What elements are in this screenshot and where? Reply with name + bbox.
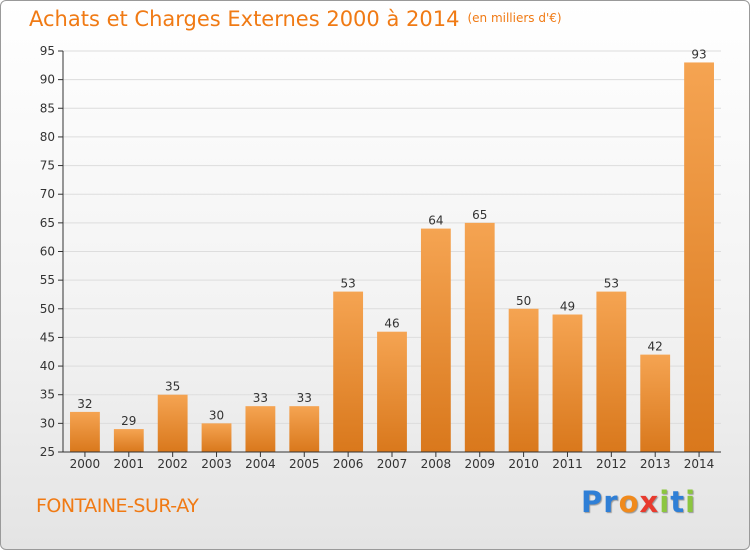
- data-label: 30: [209, 408, 224, 422]
- logo-letter: P: [581, 485, 604, 519]
- y-tick-label: 80: [40, 130, 55, 144]
- y-tick-label: 90: [40, 73, 55, 87]
- x-tick-label: 2001: [114, 457, 145, 471]
- data-label: 32: [77, 397, 92, 411]
- bar: [464, 222, 495, 452]
- data-label: 33: [253, 391, 268, 405]
- bar: [508, 308, 539, 452]
- data-label: 53: [340, 277, 355, 291]
- data-label: 64: [428, 214, 443, 228]
- logo-letter: i: [685, 485, 697, 519]
- logo-letter: o: [618, 485, 640, 519]
- data-label: 42: [648, 340, 663, 354]
- y-tick-label: 85: [40, 101, 55, 115]
- bar: [377, 331, 407, 452]
- bar: [201, 423, 232, 452]
- data-label: 65: [472, 208, 487, 222]
- data-label: 53: [604, 277, 619, 291]
- proxiti-logo: Proxiti: [581, 485, 696, 519]
- bar: [70, 411, 100, 452]
- x-tick-label: 2004: [245, 457, 276, 471]
- y-tick-label: 25: [40, 445, 55, 459]
- logo-letter: i: [659, 485, 671, 519]
- logo-letter: x: [639, 485, 660, 519]
- bar: [552, 314, 583, 452]
- bar: [113, 429, 144, 452]
- y-tick-label: 60: [40, 245, 55, 259]
- x-tick-label: 2003: [201, 457, 232, 471]
- bar: [640, 354, 671, 452]
- bar: [333, 291, 364, 452]
- bar: [596, 291, 627, 452]
- data-label: 33: [297, 391, 312, 405]
- x-tick-label: 2014: [684, 457, 715, 471]
- y-tick-label: 40: [40, 359, 55, 373]
- y-tick-label: 95: [40, 44, 55, 58]
- bar: [420, 228, 451, 452]
- x-tick-label: 2012: [596, 457, 627, 471]
- x-tick-label: 2000: [70, 457, 101, 471]
- bars: 32 29 35 30 33 33 53 46 64 65 50 49 53 42 93: [70, 47, 714, 452]
- data-label: 49: [560, 300, 575, 314]
- data-label: 29: [121, 414, 136, 428]
- logo-letter: t: [670, 485, 686, 519]
- x-tick-label: 2009: [464, 457, 495, 471]
- x-tick-label: 2008: [421, 457, 452, 471]
- y-tick-label: 70: [40, 187, 55, 201]
- data-label: 35: [165, 380, 180, 394]
- x-tick-label: 2006: [333, 457, 364, 471]
- data-label: 93: [691, 47, 706, 61]
- bar: [289, 406, 320, 452]
- place-name: FONTAINE-SUR-AY: [36, 495, 199, 517]
- bar: [245, 406, 276, 452]
- logo-letter: r: [603, 485, 619, 519]
- x-tick-label: 2010: [508, 457, 539, 471]
- data-label: 50: [516, 294, 531, 308]
- y-tick-label: 65: [40, 216, 55, 230]
- x-tick-label: 2007: [377, 457, 408, 471]
- y-tick-label: 45: [40, 330, 55, 344]
- y-tick-label: 30: [40, 416, 55, 430]
- x-tick-label: 2002: [157, 457, 188, 471]
- bar: [157, 394, 188, 452]
- y-tick-label: 50: [40, 302, 55, 316]
- chart-title: Achats et Charges Externes 2000 à 2014 (e…: [29, 7, 562, 31]
- y-tick-label: 75: [40, 159, 55, 173]
- axes: 25 30 35 40 45 50 55 60 65 70 75 80 85 90 95 2000 2001 20…: [40, 44, 721, 471]
- x-tick-label: 2013: [640, 457, 671, 471]
- y-tick-label: 55: [40, 273, 55, 287]
- y-tick-label: 35: [40, 388, 55, 402]
- x-tick-label: 2011: [552, 457, 583, 471]
- x-tick-label: 2005: [289, 457, 320, 471]
- title-text: Achats et Charges Externes 2000 à 2014: [29, 7, 460, 31]
- data-label: 46: [384, 317, 399, 331]
- chart-subtitle: (en milliers d'€): [467, 11, 562, 25]
- bar: [684, 62, 714, 452]
